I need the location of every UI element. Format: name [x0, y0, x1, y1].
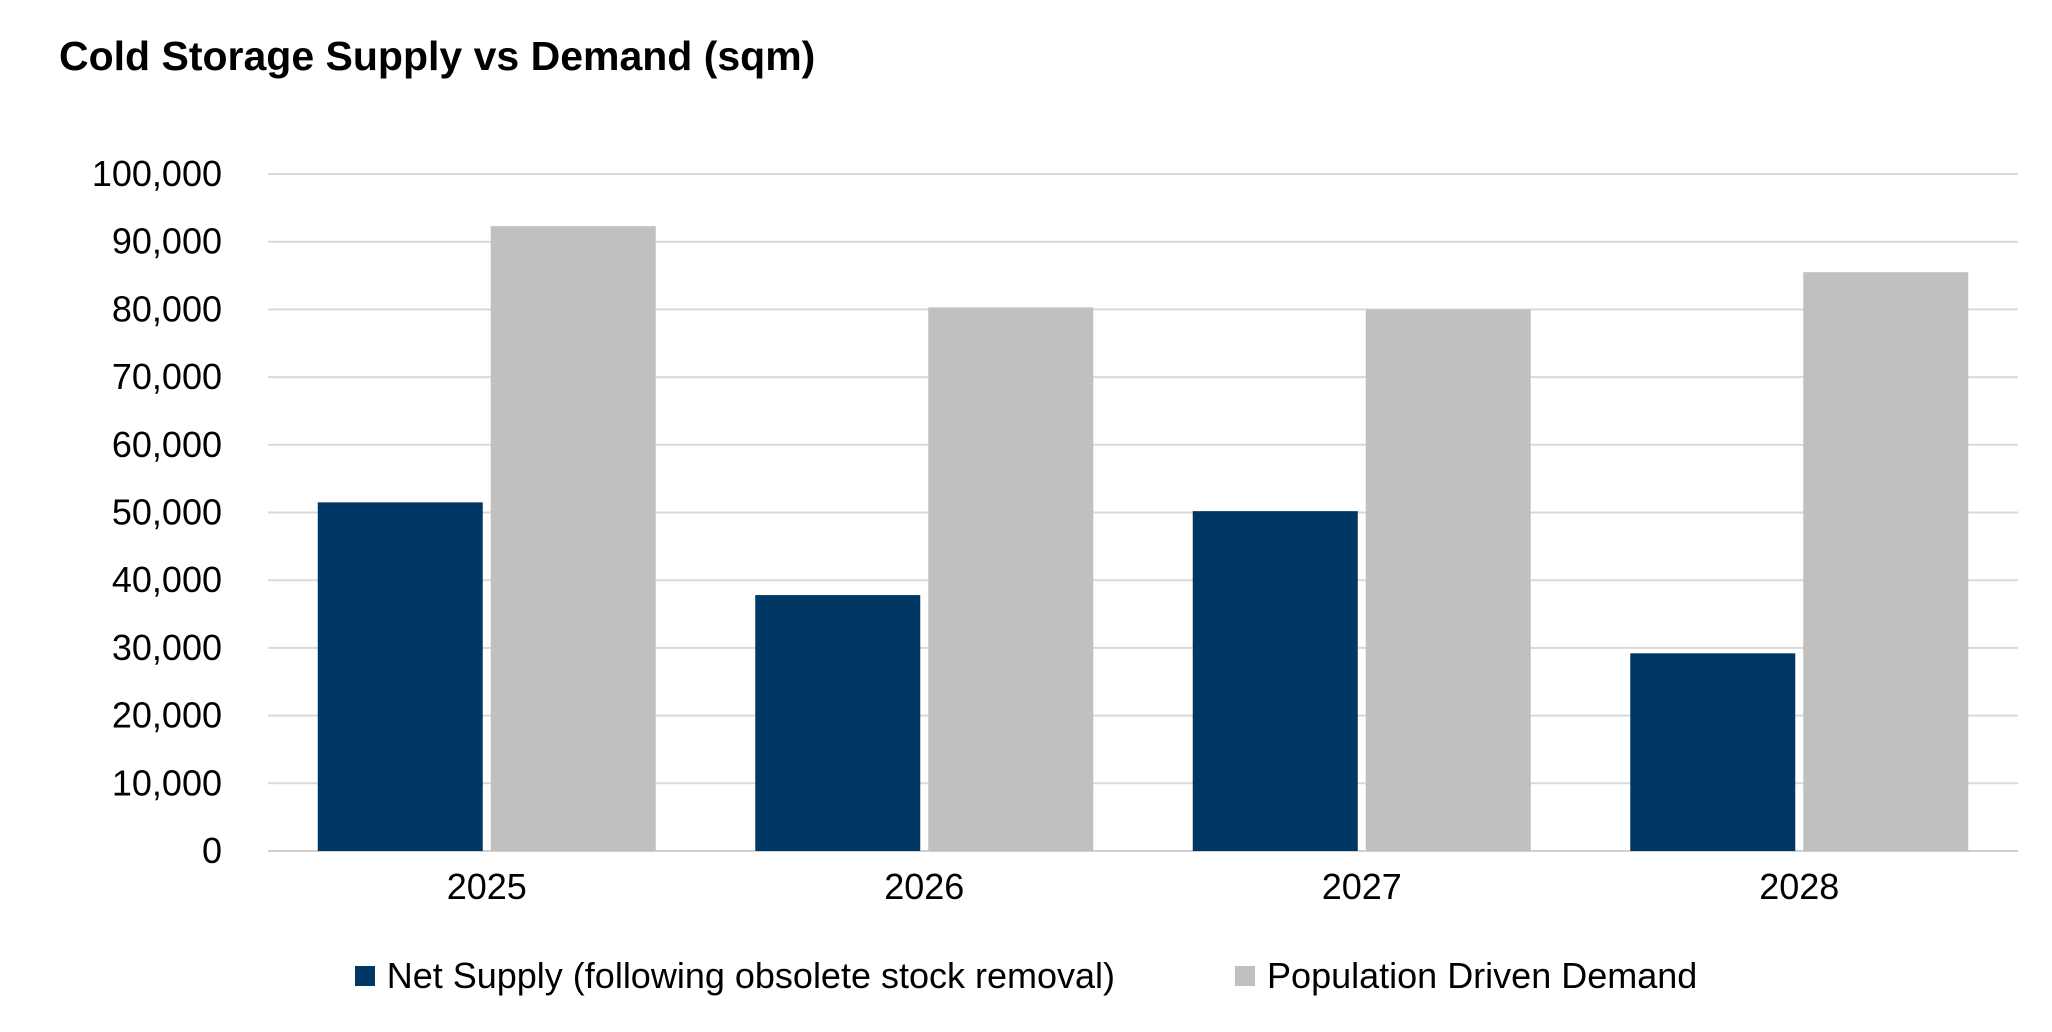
y-tick-label: 90,000 [112, 221, 222, 262]
bar-net-supply-2028 [1630, 653, 1796, 851]
x-tick-label: 2028 [1759, 866, 1839, 907]
y-tick-label: 40,000 [112, 559, 222, 600]
y-tick-label: 10,000 [112, 762, 222, 803]
y-tick-label: 50,000 [112, 492, 222, 533]
bar-population-demand-2026 [928, 307, 1094, 851]
x-tick-label: 2026 [884, 866, 964, 907]
y-tick-label: 0 [202, 830, 222, 871]
legend-swatch-population-demand [1235, 966, 1256, 986]
bar-population-demand-2028 [1803, 272, 1969, 851]
bars [317, 226, 1969, 851]
axes: 0 10,000 20,000 30,000 40,000 50,000 60,000 70,… [92, 153, 1839, 907]
bar-net-supply-2025 [317, 502, 483, 851]
y-tick-label: 80,000 [112, 288, 222, 329]
bar-population-demand-2027 [1365, 309, 1531, 851]
legend-swatch-net-supply [354, 966, 375, 986]
y-tick-label: 30,000 [112, 627, 222, 668]
legend-label-population-demand: Population Driven Demand [1267, 955, 1698, 996]
bar-net-supply-2027 [1192, 511, 1358, 851]
legend-label-net-supply: Net Supply (following obsolete stock rem… [386, 955, 1116, 996]
legend-item-population-demand: Population Driven Demand [1235, 955, 1697, 997]
y-tick-label: 100,000 [92, 153, 222, 194]
y-tick-label: 60,000 [112, 424, 222, 465]
bar-net-supply-2026 [755, 595, 921, 851]
y-tick-label: 70,000 [112, 356, 222, 397]
chart-title: Cold Storage Supply vs Demand (sqm) [59, 33, 816, 79]
x-tick-label: 2025 [447, 866, 527, 907]
legend-item-net-supply: Net Supply (following obsolete stock rem… [354, 955, 1116, 997]
bar-population-demand-2025 [490, 226, 656, 851]
y-tick-label: 20,000 [112, 695, 222, 736]
legend: Net Supply (following obsolete stock rem… [0, 955, 2052, 997]
bar-chart: 0 10,000 20,000 30,000 40,000 50,000 60,000 70,… [92, 153, 2018, 907]
x-tick-label: 2027 [1322, 866, 1402, 907]
